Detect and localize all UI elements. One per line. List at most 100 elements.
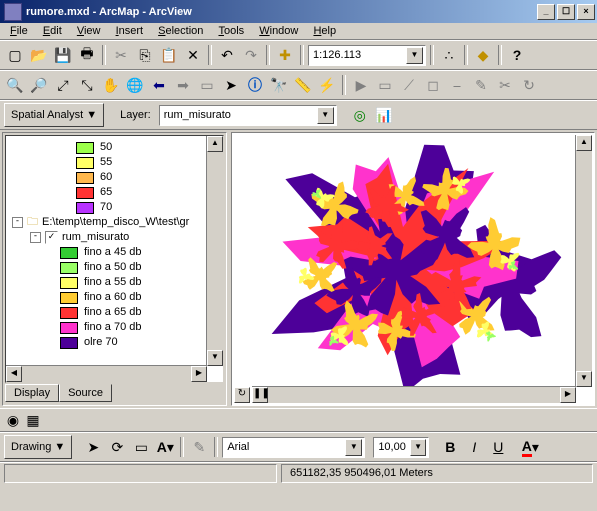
class-label: fino a 60 db <box>84 290 142 305</box>
font-size-combo[interactable]: 10,00 ▼ <box>373 437 429 458</box>
layout-view-icon[interactable]: ▦ <box>24 412 42 428</box>
zoom-out-icon[interactable]: 🔎 <box>28 74 50 96</box>
close-button[interactable]: × <box>577 4 595 20</box>
scroll-up-icon[interactable]: ▲ <box>207 136 223 152</box>
hyperlink-icon[interactable]: ⚡ <box>316 74 338 96</box>
menu-edit[interactable]: Edit <box>37 23 68 39</box>
menu-selection[interactable]: Selection <box>152 23 209 39</box>
window-title: rumore.mxd - ArcMap - ArcView <box>26 6 192 18</box>
select-elements-icon[interactable]: ➤ <box>220 74 242 96</box>
layer-label: Layer: <box>120 109 151 121</box>
paste-icon[interactable]: 📋 <box>158 44 180 66</box>
table-of-contents: 5055606570-🗀E:\temp\temp_disco_W\test\gr… <box>2 132 227 406</box>
noise-map-raster <box>245 136 565 386</box>
rotate-icon[interactable]: ⟳ <box>106 436 128 458</box>
font-color-icon[interactable]: A▾ <box>519 436 541 458</box>
cut-icon[interactable]: ✂ <box>110 44 132 66</box>
fixed-zoom-out-icon[interactable]: ⤡ <box>76 74 98 96</box>
help-icon[interactable]: ? <box>506 44 528 66</box>
identify-icon[interactable]: ⓘ <box>244 74 266 96</box>
text-tool-icon[interactable]: A▾ <box>154 436 176 458</box>
layer-combo[interactable]: rum_misurato ▼ <box>159 105 337 126</box>
class-swatch <box>76 142 94 154</box>
menu-window[interactable]: Window <box>253 23 304 39</box>
open-icon[interactable]: 📂 <box>28 44 50 66</box>
drawing-menu[interactable]: Drawing ▼ <box>4 435 72 459</box>
class-label: fino a 55 db <box>84 275 142 290</box>
data-view-icon[interactable]: ◉ <box>4 412 22 428</box>
delete-icon[interactable]: ✕ <box>182 44 204 66</box>
scale-value: 1:126.113 <box>313 49 361 61</box>
edit6-icon: ✎ <box>470 74 492 96</box>
maximize-button[interactable]: ☐ <box>557 4 575 20</box>
scroll-right-icon[interactable]: ▶ <box>191 366 207 382</box>
select-features-icon[interactable]: ▭ <box>196 74 218 96</box>
menu-file[interactable]: File <box>4 23 34 39</box>
find-icon[interactable]: 🔭 <box>268 74 290 96</box>
collapse-icon[interactable]: - <box>30 232 41 243</box>
class-swatch <box>60 337 78 349</box>
edit5-icon: ⎯ <box>446 74 468 96</box>
pan-icon[interactable]: ✋ <box>100 74 122 96</box>
select-elements-icon[interactable]: ➤ <box>82 436 104 458</box>
measure-icon[interactable]: 📏 <box>292 74 314 96</box>
folder-icon: 🗀 <box>27 215 38 230</box>
print-icon[interactable]: 🖶 <box>76 44 98 66</box>
pause-draw-icon[interactable]: ❚❚ <box>252 387 268 403</box>
chevron-down-icon[interactable]: ▼ <box>410 439 426 456</box>
back-icon[interactable]: ⬅ <box>148 74 170 96</box>
collapse-icon[interactable]: - <box>12 217 23 228</box>
app-icon <box>4 3 22 21</box>
chevron-down-icon[interactable]: ▼ <box>406 47 423 64</box>
italic-icon[interactable]: I <box>463 436 485 458</box>
spatial-analyst-label: Spatial Analyst <box>11 109 83 121</box>
redo-icon[interactable]: ↷ <box>240 44 262 66</box>
layer-checkbox[interactable]: ✓ <box>45 231 58 244</box>
arccatalog-icon[interactable]: ◆ <box>472 44 494 66</box>
menu-tools[interactable]: Tools <box>212 23 250 39</box>
toc-scroll-v[interactable]: ▲ ▼ <box>206 136 223 366</box>
toc-scroll-h[interactable]: ◀ ▶ <box>6 365 207 382</box>
tab-display[interactable]: Display <box>5 384 59 402</box>
scale-combo[interactable]: 1:126.113 ▼ <box>308 45 426 66</box>
map-scroll-h[interactable]: ◀ ▶ <box>252 386 576 403</box>
refresh-map-icon[interactable]: ↻ <box>234 387 250 403</box>
class-swatch <box>60 262 78 274</box>
map-view[interactable]: ▲ ▼ ◀ ▶ ↻ ❚❚ <box>231 132 595 406</box>
save-icon[interactable]: 💾 <box>52 44 74 66</box>
drawing-label: Drawing <box>11 441 51 453</box>
contour-icon[interactable]: ◎ <box>349 104 371 126</box>
edit4-icon: ◻ <box>422 74 444 96</box>
copy-icon[interactable]: ⎘ <box>134 44 156 66</box>
scroll-down-icon[interactable]: ▼ <box>207 350 223 366</box>
class-swatch <box>60 322 78 334</box>
scroll-right-icon[interactable]: ▶ <box>560 387 576 403</box>
histogram-icon[interactable]: 📊 <box>373 104 395 126</box>
new-icon[interactable]: ▢ <box>4 44 26 66</box>
font-combo[interactable]: Arial ▼ <box>222 437 365 458</box>
chevron-down-icon[interactable]: ▼ <box>317 107 334 124</box>
editor-toolbar-icon[interactable]: ∴ <box>438 44 460 66</box>
menu-view[interactable]: View <box>71 23 107 39</box>
menu-help[interactable]: Help <box>307 23 342 39</box>
undo-icon[interactable]: ↶ <box>216 44 238 66</box>
tab-source[interactable]: Source <box>59 384 112 402</box>
minimize-button[interactable]: _ <box>537 4 555 20</box>
scroll-down-icon[interactable]: ▼ <box>576 371 592 387</box>
spatial-analyst-menu[interactable]: Spatial Analyst ▼ <box>4 103 104 127</box>
scroll-up-icon[interactable]: ▲ <box>576 135 592 151</box>
dataframe-path[interactable]: E:\temp\temp_disco_W\test\gr <box>42 215 189 230</box>
fixed-zoom-in-icon[interactable]: ⤢ <box>52 74 74 96</box>
bold-icon[interactable]: B <box>439 436 461 458</box>
zoom-in-icon[interactable]: 🔍 <box>4 74 26 96</box>
underline-icon[interactable]: U <box>487 436 509 458</box>
rectangle-shape-icon[interactable]: ▭ <box>130 436 152 458</box>
menu-insert[interactable]: Insert <box>110 23 150 39</box>
full-extent-icon[interactable]: 🌐 <box>124 74 146 96</box>
forward-icon[interactable]: ➡ <box>172 74 194 96</box>
add-data-icon[interactable]: ✚ <box>274 44 296 66</box>
layer-name[interactable]: rum_misurato <box>62 230 129 245</box>
map-scroll-v[interactable]: ▲ ▼ <box>575 135 592 387</box>
chevron-down-icon[interactable]: ▼ <box>345 439 362 456</box>
scroll-left-icon[interactable]: ◀ <box>6 366 22 382</box>
